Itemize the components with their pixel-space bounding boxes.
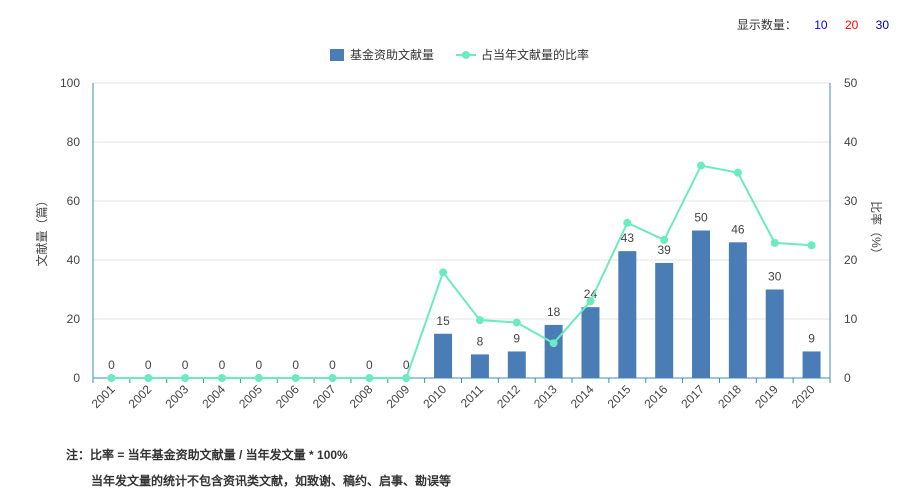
legend-bar-label: 基金资助文献量 — [350, 47, 434, 62]
x-tick-label: 2001 — [89, 382, 118, 411]
x-tick-label: 2011 — [458, 382, 486, 410]
ratio-point — [402, 374, 411, 382]
bar — [470, 354, 489, 378]
bar-value-label: 46 — [731, 222, 745, 236]
bar — [581, 307, 600, 378]
x-tick-label: 2005 — [236, 382, 265, 411]
ratio-line — [111, 164, 812, 379]
bar — [765, 289, 784, 378]
bar-value-label: 43 — [621, 231, 635, 245]
ratio-point — [697, 161, 706, 170]
x-tick-label: 2020 — [789, 382, 818, 411]
bar — [544, 324, 563, 378]
x-tick-label: 2019 — [752, 382, 781, 411]
bar-value-label: 30 — [768, 270, 782, 284]
bar-value-label: 0 — [366, 358, 373, 372]
legend-bar-swatch — [330, 49, 344, 61]
bar-value-label: 9 — [513, 331, 520, 345]
ratio-point — [439, 268, 448, 277]
y-tick-label: 0 — [73, 371, 80, 385]
display-count-option-20[interactable]: 20 — [844, 18, 859, 32]
bar-value-label: 0 — [329, 358, 336, 372]
y-tick-label: 20 — [67, 312, 81, 326]
ratio-point — [475, 316, 484, 325]
x-tick-label: 2013 — [531, 382, 560, 411]
note-exclusion: 当年发文量的统计不包含资讯类文献，如致谢、稿约、启事、勘误等 — [91, 474, 452, 488]
x-tick-label: 2018 — [715, 382, 744, 411]
x-tick-label: 2006 — [273, 382, 302, 411]
ratio-point — [512, 318, 521, 327]
ratio-point — [144, 374, 153, 382]
x-tick-label: 2015 — [605, 382, 634, 411]
ratio-point — [328, 374, 337, 382]
y2-tick-label: 30 — [844, 194, 858, 208]
bar — [655, 262, 674, 378]
ratio-point — [733, 168, 742, 177]
legend-line-marker — [462, 51, 470, 59]
y2-tick-label: 10 — [844, 312, 858, 326]
display-count-selector: 显示数量： 10 20 30 — [737, 16, 889, 33]
bar-value-label: 0 — [403, 358, 410, 372]
ratio-point — [291, 374, 300, 382]
x-tick-label: 2004 — [199, 382, 228, 411]
chart-notes: 注：比率 = 当年基金资助文献量 / 当年发文量 * 100% 当年发文量的统计… — [66, 448, 451, 500]
ratio-point — [770, 238, 779, 247]
ratio-point — [254, 374, 263, 382]
ratio-point — [807, 241, 816, 250]
y-tick-label: 100 — [60, 76, 80, 90]
ratio-point — [217, 374, 226, 382]
ratio-point — [365, 374, 374, 382]
bar-value-label: 0 — [182, 358, 189, 372]
bar — [692, 230, 711, 378]
x-tick-label: 2017 — [678, 382, 707, 411]
y2-tick-label: 50 — [844, 76, 858, 90]
bar-value-label: 15 — [436, 314, 450, 328]
y2-tick-label: 40 — [844, 135, 858, 149]
y2-tick-label: 0 — [844, 371, 851, 385]
ratio-point — [181, 374, 190, 382]
x-tick-label: 2008 — [347, 382, 376, 411]
y2-axis-label: 比率（%） — [869, 201, 884, 260]
display-count-option-10[interactable]: 10 — [814, 18, 828, 32]
bar-value-label: 8 — [477, 334, 484, 348]
y2-tick-label: 20 — [844, 253, 858, 267]
note-ratio-formula: 注：比率 = 当年基金资助文献量 / 当年发文量 * 100% — [66, 448, 348, 462]
x-tick-label: 2007 — [310, 382, 339, 411]
x-tick-label: 2002 — [126, 382, 155, 411]
y-tick-label: 40 — [67, 253, 81, 267]
bar-value-label: 0 — [255, 358, 262, 372]
bar-value-label: 0 — [108, 358, 115, 372]
bar — [728, 242, 747, 378]
ratio-point — [660, 235, 669, 244]
x-tick-label: 2010 — [420, 382, 449, 411]
ratio-point — [107, 374, 116, 382]
ratio-point — [549, 339, 558, 348]
x-tick-label: 2009 — [384, 382, 413, 411]
x-tick-label: 2003 — [162, 382, 191, 411]
bar-value-label: 39 — [657, 243, 671, 257]
y-tick-label: 60 — [67, 194, 81, 208]
bar — [434, 333, 453, 378]
x-tick-label: 2014 — [568, 382, 597, 411]
bar-value-label: 24 — [584, 287, 598, 301]
bar-value-label: 9 — [808, 331, 815, 345]
ratio-point — [586, 297, 595, 306]
bar — [507, 351, 526, 378]
bar-value-label: 0 — [292, 358, 299, 372]
legend-line-label: 占当年文献量的比率 — [481, 47, 589, 62]
x-tick-label: 2012 — [494, 382, 523, 411]
ratio-point — [623, 218, 632, 227]
y-tick-label: 80 — [67, 135, 81, 149]
display-count-label: 显示数量： — [736, 18, 797, 32]
bar — [618, 251, 637, 378]
bar-value-label: 0 — [219, 358, 226, 372]
bar-value-label: 0 — [145, 358, 152, 372]
bar-value-label: 18 — [547, 305, 561, 319]
x-tick-label: 2016 — [642, 382, 671, 411]
bar-value-label: 50 — [694, 211, 708, 225]
display-count-option-30[interactable]: 30 — [875, 18, 889, 32]
y-axis-label: 文献量（篇） — [34, 194, 49, 266]
bar — [802, 351, 821, 378]
